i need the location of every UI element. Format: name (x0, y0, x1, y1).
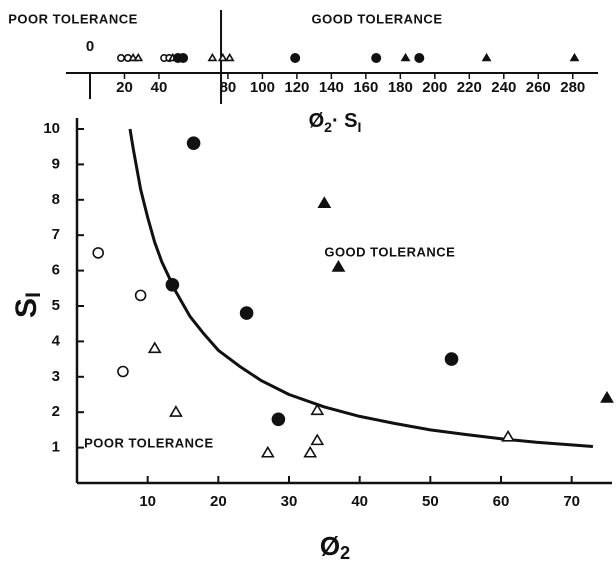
x-tick-label: 100 (250, 79, 275, 96)
marker (310, 403, 325, 416)
marker (444, 352, 459, 366)
marker (371, 52, 382, 63)
axis-label: Ø2· SI (309, 110, 362, 134)
x-tick-label: 140 (319, 79, 344, 96)
x-tick-label: 280 (560, 79, 585, 96)
marker (310, 433, 325, 446)
marker (147, 341, 162, 354)
marker (400, 52, 411, 62)
marker (260, 445, 275, 458)
x-tick-label: 200 (422, 79, 447, 96)
curve (128, 128, 594, 448)
marker (481, 52, 492, 62)
marker (271, 412, 286, 427)
marker (92, 247, 104, 259)
axis-label: Ø2 (320, 531, 350, 563)
x-tick-label: 40 (151, 79, 168, 96)
x-tick-label: 120 (284, 79, 309, 96)
marker (569, 52, 580, 62)
annotation: POOR TOLERANCE (8, 11, 138, 26)
y-tick-label: 9 (52, 155, 60, 172)
axis-label-part: · S (332, 110, 358, 132)
marker (239, 306, 254, 320)
x-tick-label: 160 (353, 79, 378, 96)
y-tick-label: 2 (52, 403, 60, 420)
marker (117, 53, 126, 62)
y-tick-label: 4 (52, 332, 61, 349)
marker (224, 52, 235, 62)
marker (169, 405, 183, 417)
y-tick-label: 5 (52, 297, 60, 314)
x-tick-label: 260 (526, 79, 551, 96)
marker (414, 52, 425, 63)
y-tick-label: 3 (52, 368, 60, 385)
marker (217, 52, 228, 62)
x-tick-label: 220 (457, 79, 482, 96)
y-tick-label: 7 (52, 226, 60, 243)
marker (134, 289, 147, 302)
origin-label: 0 (86, 38, 94, 55)
axis-label-subscript: 2 (340, 543, 350, 563)
marker (501, 429, 515, 442)
x-tick-label: 240 (491, 79, 516, 96)
axis-label-subscript: I (22, 292, 45, 298)
marker (186, 136, 201, 150)
x-tick-label: 80 (220, 79, 237, 96)
x-tick-label: 70 (563, 493, 580, 510)
annotation: GOOD TOLERANCE (312, 11, 443, 26)
x-tick-label: 30 (281, 493, 298, 510)
x-tick-label: 20 (210, 493, 227, 510)
x-tick-label: 10 (139, 493, 156, 510)
axis-label-subscript: 2 (324, 119, 332, 135)
marker (600, 390, 614, 403)
marker (165, 277, 180, 292)
axis-label: SI (10, 292, 45, 318)
y-tick-label: 10 (43, 120, 60, 137)
x-tick-label: 180 (388, 79, 413, 96)
y-tick-label: 8 (52, 191, 60, 208)
annotation: POOR TOLERANCE (84, 435, 214, 450)
marker (133, 52, 144, 62)
marker (290, 52, 301, 63)
axis-label-part: Ø (320, 531, 340, 561)
marker (117, 365, 129, 378)
y-tick-label: 6 (52, 262, 60, 279)
marker (207, 52, 218, 62)
marker (317, 196, 332, 208)
marker (303, 445, 318, 458)
y-tick-label: 1 (52, 439, 60, 456)
axis-label-subscript: I (358, 119, 362, 135)
axis-label-part: S (10, 298, 43, 318)
x-tick-label: 40 (351, 493, 368, 510)
axis-label-part: Ø (309, 110, 325, 132)
marker (331, 259, 346, 272)
annotation: GOOD TOLERANCE (324, 244, 455, 259)
marker (178, 52, 189, 63)
x-tick-label: 60 (493, 493, 510, 510)
x-tick-label: 20 (116, 79, 133, 96)
x-tick-label: 50 (422, 493, 439, 510)
